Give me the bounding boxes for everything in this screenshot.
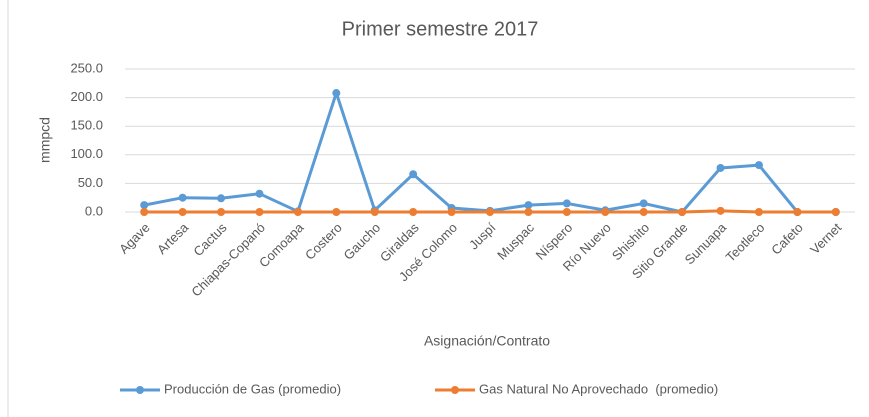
data-point — [639, 208, 648, 216]
data-point — [409, 170, 418, 179]
y-tick-label: 200.0 — [70, 89, 103, 104]
data-point — [601, 208, 610, 216]
y-tick-label: 150.0 — [70, 118, 103, 133]
data-point — [447, 208, 456, 216]
data-point — [793, 208, 802, 216]
data-point — [524, 208, 533, 216]
y-tick-label: 50.0 — [78, 175, 103, 190]
y-tick-label: 100.0 — [70, 146, 103, 161]
data-point — [332, 89, 341, 98]
legend-label: Gas Natural No Aprovechado (promedio) — [479, 381, 718, 396]
data-point — [524, 201, 533, 210]
data-point — [255, 189, 264, 198]
data-point — [754, 161, 763, 170]
data-point — [217, 194, 226, 203]
legend-label: Producción de Gas (promedio) — [164, 381, 341, 396]
y-tick-label: 250.0 — [70, 60, 103, 75]
data-point — [562, 208, 571, 216]
data-point — [754, 208, 763, 216]
legend-marker — [136, 386, 144, 394]
data-point — [409, 208, 418, 216]
data-point — [716, 163, 725, 172]
data-point — [486, 208, 494, 216]
data-point — [370, 208, 379, 216]
y-axis-label: mmpcd — [37, 117, 53, 163]
data-point — [678, 208, 687, 216]
data-point — [332, 208, 341, 216]
x-axis-label: Asignación/Contrato — [424, 333, 550, 349]
data-point — [255, 208, 264, 216]
data-point — [140, 208, 149, 216]
data-point — [217, 208, 226, 216]
data-point — [639, 199, 648, 208]
data-point — [831, 208, 840, 216]
data-point — [293, 208, 302, 216]
data-point — [562, 199, 571, 208]
data-point — [178, 208, 187, 216]
data-point — [178, 193, 187, 202]
y-tick-label: 0.0 — [85, 203, 103, 218]
chart-title: Primer semestre 2017 — [342, 18, 539, 40]
legend-marker — [451, 386, 459, 394]
data-point — [140, 201, 149, 210]
data-point — [716, 206, 725, 215]
